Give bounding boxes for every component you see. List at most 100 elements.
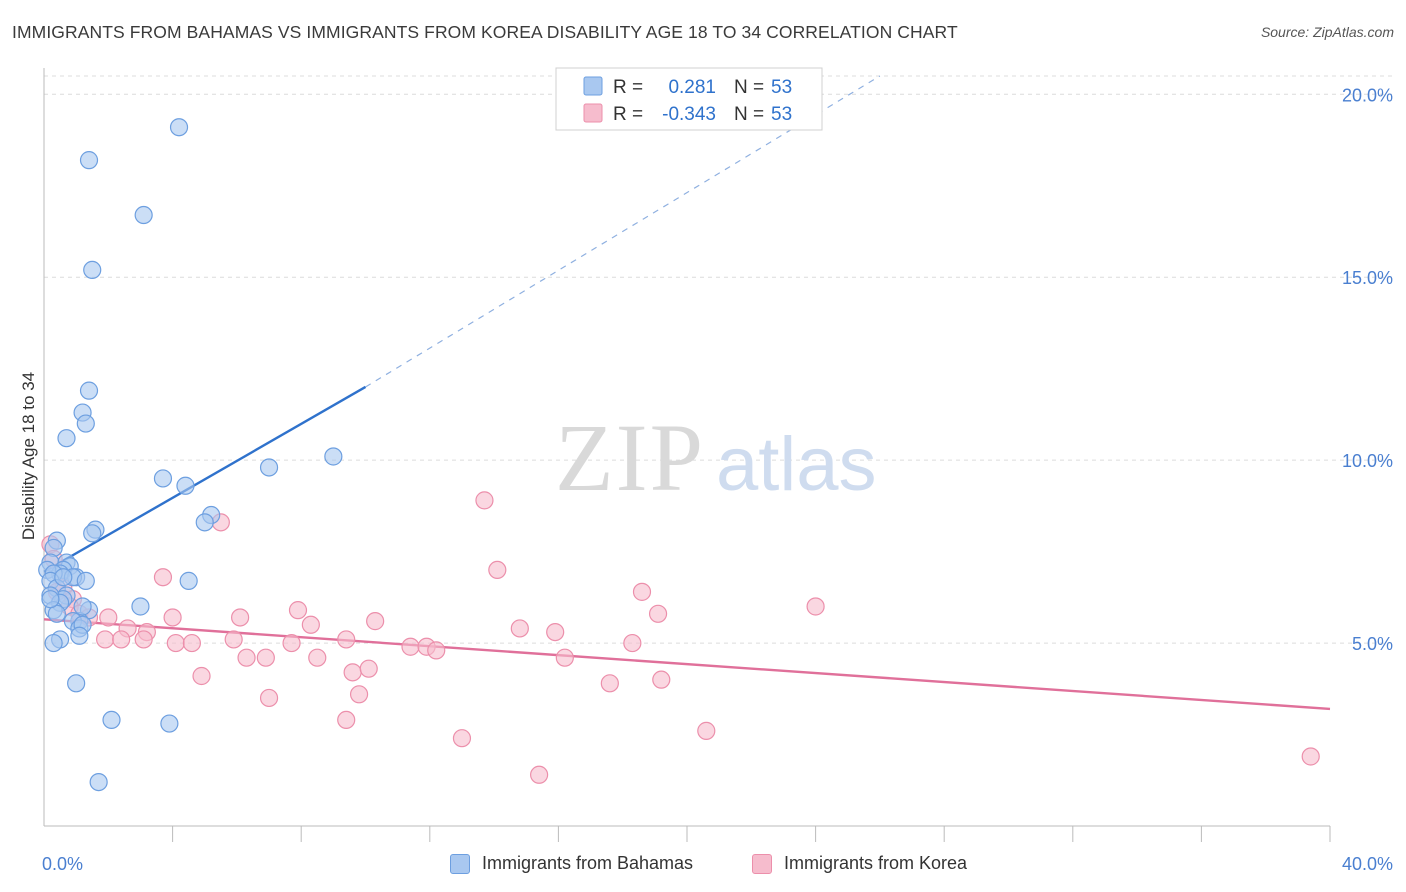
legend-n-label-bahamas: N =: [734, 77, 764, 98]
point-bahamas: [83, 260, 102, 280]
point-korea: [95, 630, 115, 649]
y-tick-label: 15.0%: [1342, 268, 1393, 288]
watermark-atlas: atlas: [716, 422, 877, 507]
point-korea: [343, 663, 362, 682]
point-bahamas: [57, 429, 76, 448]
point-korea: [231, 608, 250, 627]
point-korea: [337, 630, 356, 649]
point-korea: [359, 659, 378, 678]
point-bahamas: [134, 205, 153, 225]
point-bahamas: [89, 772, 108, 792]
point-bahamas: [160, 714, 179, 733]
point-bahamas: [83, 524, 102, 543]
point-korea: [530, 765, 549, 784]
point-bahamas: [76, 571, 95, 590]
point-bahamas: [79, 151, 99, 170]
legend-swatch-korea: [583, 103, 603, 123]
y-tick-label: 5.0%: [1352, 634, 1393, 654]
point-bahamas: [79, 381, 99, 400]
point-korea: [153, 568, 173, 587]
correlation-legend: R = 0.281 N = 53 R = -0.343 N = 53: [555, 67, 823, 131]
point-bahamas: [176, 476, 195, 495]
point-korea: [166, 633, 185, 653]
point-korea: [237, 648, 256, 667]
point-korea: [259, 688, 279, 708]
point-korea: [600, 674, 619, 693]
point-korea: [401, 637, 420, 656]
point-korea: [555, 648, 574, 667]
x-tick-label-max: 40.0%: [1342, 854, 1393, 874]
legend-swatch-korea-bottom: [752, 853, 772, 874]
y-axis-label: Disability Age 18 to 34: [19, 372, 38, 540]
point-korea: [282, 633, 301, 653]
point-korea: [652, 670, 671, 689]
legend-r-value-bahamas: 0.281: [668, 77, 716, 98]
y-tick-labels: 5.0% 10.0% 15.0% 20.0%: [1342, 85, 1393, 654]
point-bahamas: [131, 597, 150, 616]
point-korea: [546, 622, 565, 642]
legend-label-korea: Immigrants from Korea: [784, 853, 968, 873]
point-korea: [806, 597, 825, 616]
point-bahamas: [76, 414, 95, 433]
bottom-legend: Immigrants from Bahamas Immigrants from …: [0, 850, 1406, 880]
point-korea: [192, 666, 211, 686]
point-korea: [1301, 747, 1320, 766]
point-korea: [427, 641, 446, 660]
point-korea: [475, 491, 494, 510]
point-korea: [632, 582, 652, 601]
data-points: [38, 118, 1320, 792]
point-bahamas: [102, 710, 121, 730]
legend-n-value-korea: 53: [771, 104, 792, 125]
trend-line-bahamas-extension: [365, 75, 881, 388]
point-korea: [301, 615, 320, 634]
point-bahamas: [73, 597, 92, 616]
source-note: Source: ZipAtlas.com: [1260, 24, 1394, 40]
legend-r-label-bahamas: R =: [613, 77, 643, 98]
point-korea: [256, 648, 275, 667]
point-bahamas: [44, 538, 63, 558]
point-bahamas: [169, 118, 189, 137]
point-bahamas: [44, 633, 63, 653]
point-korea: [366, 612, 385, 631]
legend-r-label-korea: R =: [613, 104, 643, 125]
watermark-zip: ZIP: [555, 404, 705, 511]
point-bahamas: [259, 458, 279, 477]
grid-lines: [44, 75, 1392, 644]
point-korea: [452, 729, 472, 748]
legend-item-korea: Immigrants from Korea: [752, 853, 967, 874]
point-korea: [697, 721, 716, 740]
chart-title: IMMIGRANTS FROM BAHAMAS VS IMMIGRANTS FR…: [12, 22, 958, 42]
point-korea: [134, 630, 153, 649]
legend-r-value-korea: -0.343: [662, 104, 716, 125]
point-korea: [163, 608, 182, 627]
point-bahamas: [67, 674, 86, 693]
point-bahamas: [179, 571, 198, 590]
point-bahamas: [324, 447, 343, 466]
trend-lines: [43, 75, 1331, 711]
watermark: ZIP atlas: [555, 404, 877, 511]
y-tick-label: 10.0%: [1342, 451, 1393, 471]
point-korea: [510, 619, 529, 638]
point-korea: [99, 608, 118, 627]
point-korea: [308, 648, 327, 667]
point-korea: [349, 685, 369, 704]
point-bahamas: [54, 568, 73, 587]
point-korea: [224, 630, 243, 649]
axes: [43, 68, 1331, 842]
trend-line-korea: [43, 618, 1331, 711]
point-korea: [337, 710, 356, 730]
legend-n-value-bahamas: 53: [771, 77, 792, 98]
point-bahamas: [70, 626, 89, 645]
point-korea: [112, 630, 131, 649]
y-tick-label: 20.0%: [1342, 85, 1393, 105]
point-korea: [648, 604, 668, 623]
x-tick-label-min: 0.0%: [42, 854, 83, 874]
legend-n-label-korea: N =: [734, 104, 764, 125]
legend-item-bahamas: Immigrants from Bahamas: [450, 853, 693, 874]
point-bahamas: [153, 469, 173, 488]
legend-label-bahamas: Immigrants from Bahamas: [482, 853, 694, 873]
legend-swatch-bahamas: [583, 76, 603, 96]
point-korea: [488, 560, 507, 580]
point-korea: [288, 601, 308, 620]
